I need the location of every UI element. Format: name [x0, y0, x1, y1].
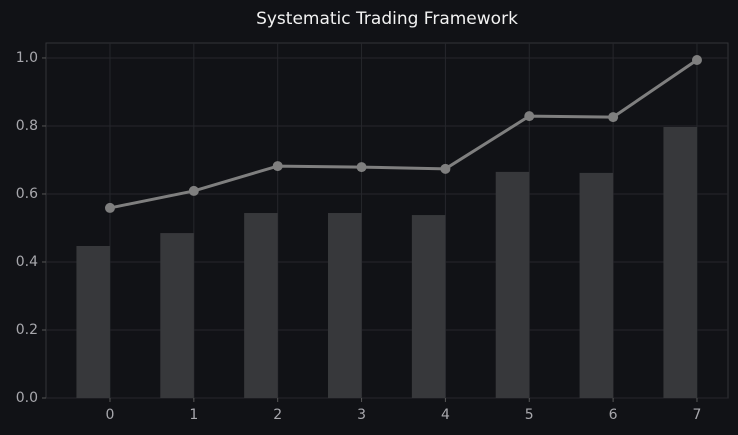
bar: [411, 215, 446, 398]
y-tick-label: 0.2: [16, 322, 38, 338]
x-tick-label: 6: [609, 407, 618, 423]
point: [272, 161, 283, 172]
y-tick-label: 0.8: [16, 118, 38, 134]
point: [188, 185, 199, 196]
x-tick-label: 7: [693, 407, 702, 423]
plot-area: [45, 42, 729, 399]
bar: [495, 171, 530, 398]
point: [691, 55, 702, 66]
chart-title: Systematic Trading Framework: [256, 9, 518, 29]
bar: [328, 213, 362, 398]
line: [109, 58, 698, 210]
bar: [244, 213, 278, 398]
point: [608, 112, 619, 123]
bar: [76, 246, 110, 398]
y-tick-label: 0.0: [16, 390, 38, 406]
point: [524, 111, 535, 122]
x-tick-label: 3: [357, 407, 366, 423]
y-tick-label: 0.6: [16, 186, 38, 202]
x-tick-label: 0: [106, 407, 115, 423]
y-tick-label: 0.4: [16, 254, 38, 270]
point: [104, 202, 115, 213]
x-tick-label: 4: [441, 407, 450, 423]
x-tick-label: 1: [189, 407, 198, 423]
point: [356, 162, 367, 173]
bar: [160, 233, 194, 398]
x-tick-label: 2: [273, 407, 282, 423]
bar: [579, 172, 614, 398]
bar: [663, 126, 697, 398]
x-tick-label: 5: [525, 407, 534, 423]
point: [440, 163, 451, 174]
y-tick-label: 1.0: [16, 50, 38, 66]
